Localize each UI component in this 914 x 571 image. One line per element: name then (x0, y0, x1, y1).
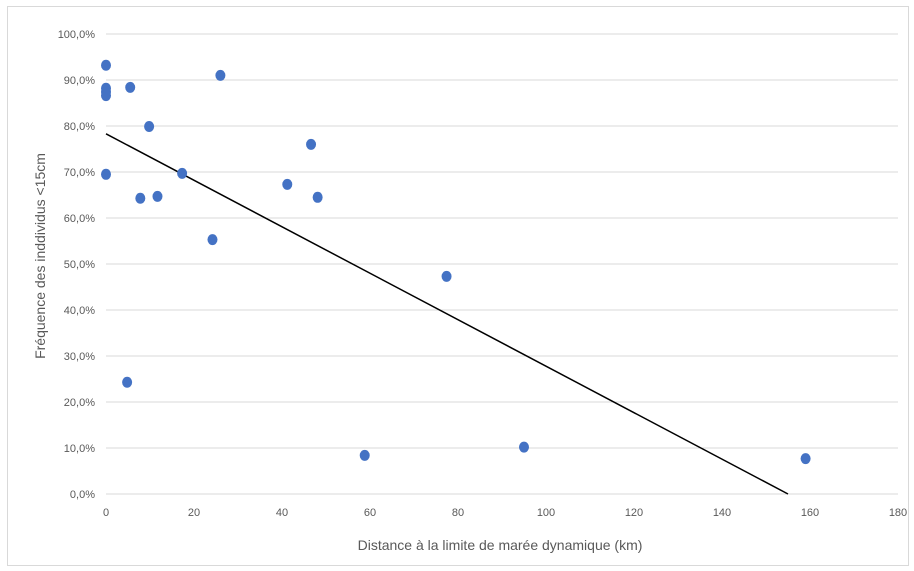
data-point (441, 270, 452, 282)
x-tick-label: 180 (889, 507, 907, 519)
x-tick-label: 0 (103, 507, 109, 519)
y-tick-label: 90,0% (64, 75, 95, 87)
y-tick-label: 50,0% (64, 259, 95, 271)
data-point (312, 191, 323, 203)
data-points (101, 59, 811, 465)
data-point (122, 376, 133, 388)
trendline (105, 133, 789, 495)
data-point (800, 453, 811, 465)
y-tick-label: 60,0% (64, 213, 95, 225)
data-point (359, 449, 370, 461)
y-tick-label: 80,0% (64, 121, 95, 133)
x-tick-label: 160 (801, 507, 819, 519)
x-tick-label: 80 (452, 507, 464, 519)
y-tick-labels: 0,0% 10,0% 20,0% 30,0% 40,0% 50,0% 60,0% 70,0% 8… (58, 29, 96, 501)
gridlines (106, 33, 898, 449)
data-point (306, 138, 317, 150)
y-tick-label: 20,0% (64, 397, 95, 409)
data-point (215, 69, 226, 81)
y-tick-label: 10,0% (64, 443, 95, 455)
data-point (135, 192, 146, 204)
y-tick-label: 40,0% (64, 305, 95, 317)
x-tick-label: 120 (625, 507, 643, 519)
x-tick-label: 20 (188, 507, 200, 519)
y-tick-label: 0,0% (70, 489, 95, 501)
data-point (101, 59, 111, 71)
y-axis-title: Fréquence des inddividus <15cm (32, 153, 48, 359)
x-tick-labels: 0 20 40 60 80 100 120 140 160 180 (103, 507, 907, 519)
y-tick-label: 100,0% (58, 29, 96, 41)
data-point (125, 81, 136, 93)
data-point (101, 90, 111, 102)
y-tick-label: 30,0% (64, 351, 95, 363)
x-axis-title: Distance à la limite de marée dynamique … (358, 537, 643, 553)
chart-frame (7, 6, 909, 566)
data-point (519, 441, 529, 453)
data-point (207, 234, 218, 246)
data-point (177, 167, 188, 179)
data-point (282, 178, 293, 190)
data-point (152, 190, 163, 202)
x-tick-label: 100 (537, 507, 555, 519)
x-tick-label: 140 (713, 507, 731, 519)
y-tick-label: 70,0% (64, 167, 95, 179)
x-tick-label: 40 (276, 507, 288, 519)
x-tick-label: 60 (364, 507, 376, 519)
data-point (101, 168, 111, 180)
data-point (144, 120, 155, 132)
